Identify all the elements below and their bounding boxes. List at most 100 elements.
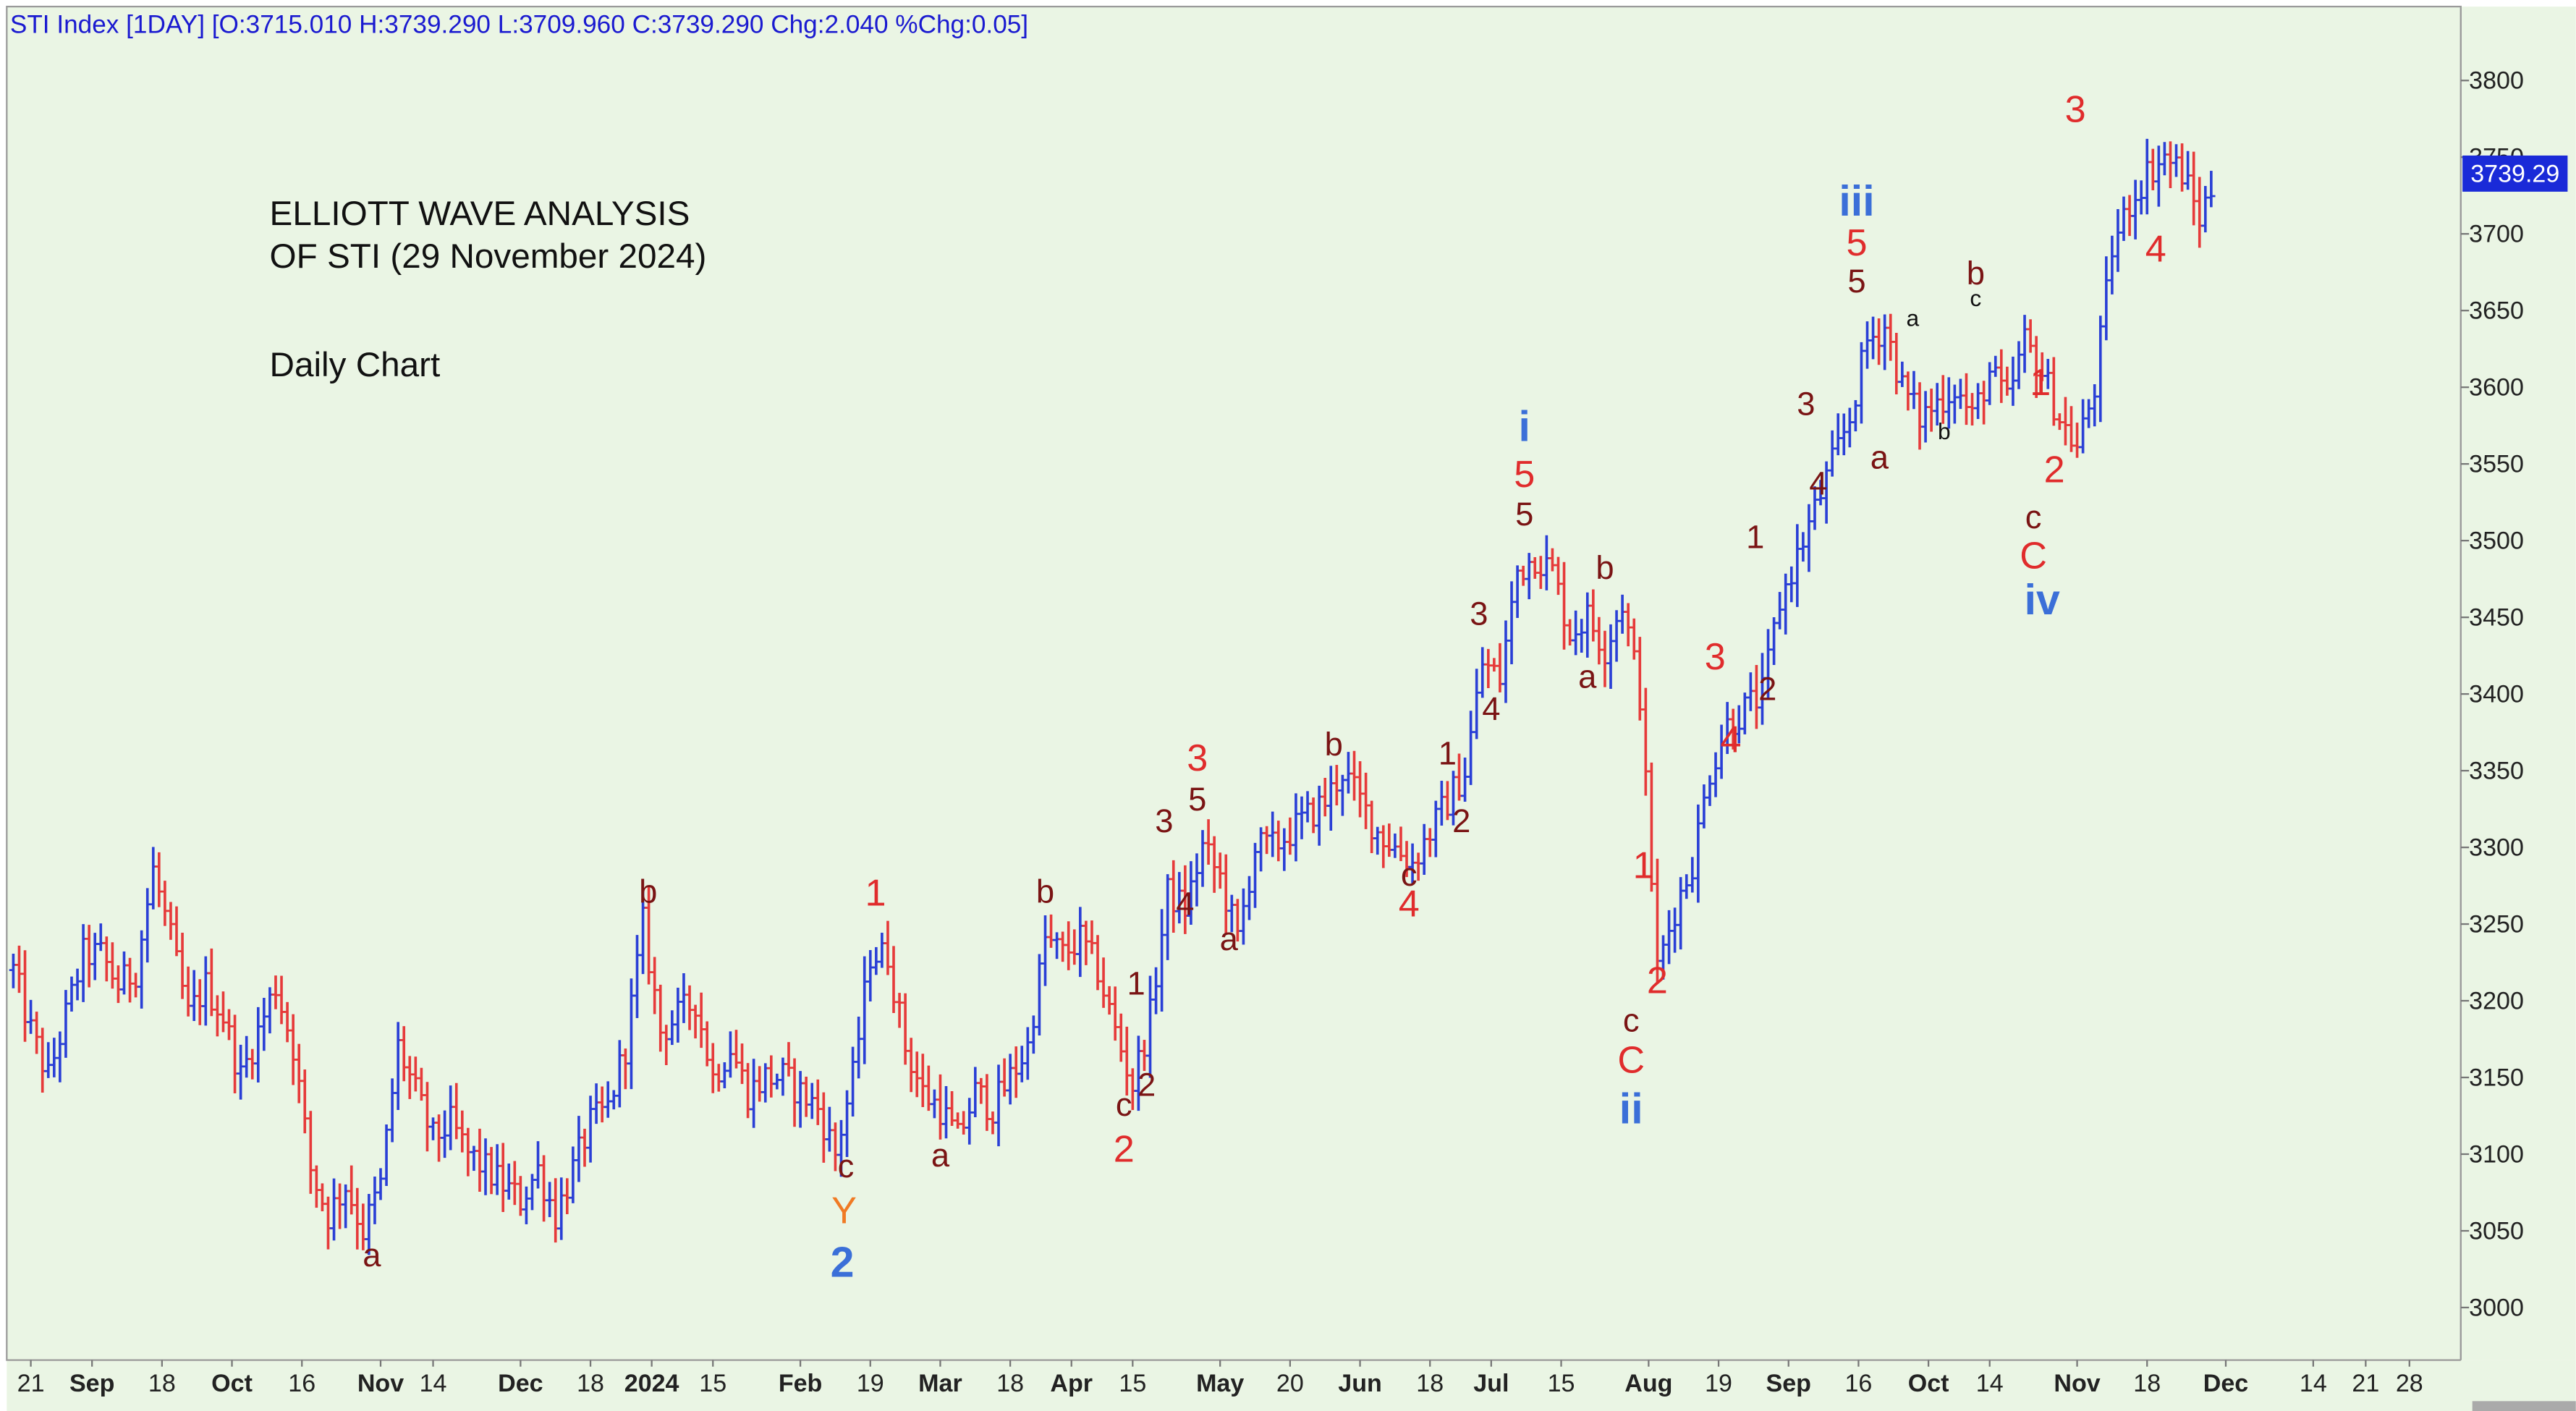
wave-label: b xyxy=(639,873,657,910)
wave-label: c xyxy=(2025,499,2042,535)
wave-label: a xyxy=(1220,920,1239,957)
wave-label: c xyxy=(1116,1086,1132,1123)
date-tick-label: Jul xyxy=(1473,1370,1509,1397)
wave-label: 2 xyxy=(1758,671,1776,708)
wave-label: 3 xyxy=(1797,385,1815,422)
date-axis-ticks: 21 Sep 18 Oct 16 Nov 14 Dec 18 2024 15 Feb 19 Mar 18 Ap… xyxy=(17,1360,2423,1397)
wave-label: b xyxy=(1325,726,1343,763)
price-tick-label: 3350 xyxy=(2469,757,2524,784)
date-tick-label: Jun xyxy=(1338,1370,1382,1397)
wave-label: C xyxy=(2020,535,2047,577)
wave-label: iii xyxy=(1839,177,1874,225)
analysis-subtitle: Daily Chart xyxy=(270,346,441,384)
date-tick-label: 15 xyxy=(1548,1370,1575,1397)
last-price-badge-bg xyxy=(2462,155,2568,192)
wave-label: 1 xyxy=(865,873,886,915)
wave-label: b xyxy=(1596,549,1614,586)
wave-label: b xyxy=(1967,255,1985,292)
date-tick-label: 15 xyxy=(1119,1370,1146,1397)
date-tick-label: 19 xyxy=(857,1370,884,1397)
date-tick-label: May xyxy=(1196,1370,1244,1397)
wave-label: Y xyxy=(831,1190,857,1232)
analysis-title-line1: ELLIOTT WAVE ANALYSIS xyxy=(270,195,690,233)
date-tick-label: Dec xyxy=(2203,1370,2248,1397)
date-tick-label: 14 xyxy=(2300,1370,2327,1397)
wave-label: 5 xyxy=(1515,496,1533,533)
date-tick-label: 18 xyxy=(148,1370,176,1397)
date-tick-label: 21 xyxy=(17,1370,45,1397)
date-tick-label: 28 xyxy=(2396,1370,2423,1397)
wave-label: 2 xyxy=(1647,959,1668,1001)
date-tick-label: 21 xyxy=(2352,1370,2379,1397)
date-tick-label: 18 xyxy=(1416,1370,1444,1397)
date-tick-label: 18 xyxy=(2133,1370,2161,1397)
wave-label: 1 xyxy=(1439,735,1457,772)
date-panel xyxy=(7,1360,2576,1411)
date-tick-label: Dec xyxy=(498,1370,543,1397)
wave-labels: ab 1cY2ab1c223435abc41234i55ba12cCii34213… xyxy=(363,88,2166,1286)
plot-area xyxy=(6,5,2462,1361)
price-tick-label: 3450 xyxy=(2469,603,2524,631)
wave-label: c xyxy=(1970,285,1981,311)
price-tick-label: 3550 xyxy=(2469,451,2524,478)
wave-label: a xyxy=(1578,658,1597,695)
date-tick-label: 14 xyxy=(420,1370,447,1397)
price-tick-label: 3400 xyxy=(2469,680,2524,708)
date-tick-label: 19 xyxy=(1705,1370,1732,1397)
wave-label: 4 xyxy=(1399,883,1420,925)
price-tick-label: 3700 xyxy=(2469,221,2524,248)
date-tick-label: 2024 xyxy=(624,1370,679,1397)
wave-label: i xyxy=(1519,402,1530,450)
date-tick-label: Aug xyxy=(1624,1370,1672,1397)
date-tick-label: 16 xyxy=(288,1370,315,1397)
date-tick-label: Nov xyxy=(2054,1370,2100,1397)
wave-label: 3 xyxy=(2065,88,2086,130)
wave-label: 4 xyxy=(1482,690,1500,727)
wave-label: 1 xyxy=(2030,362,2051,404)
date-tick-label: 18 xyxy=(577,1370,604,1397)
wave-label: 2 xyxy=(831,1239,855,1287)
price-tick-label: 3000 xyxy=(2469,1294,2524,1321)
date-tick-label: 14 xyxy=(1976,1370,2004,1397)
date-tick-label: Nov xyxy=(357,1370,404,1397)
chart-header-info: STI Index [1DAY] [O:3715.010 H:3739.290 … xyxy=(10,10,1028,38)
date-tick-label: 16 xyxy=(1844,1370,1872,1397)
date-tick-label: Sep xyxy=(69,1370,114,1397)
price-tick-label: 3200 xyxy=(2469,987,2524,1014)
wave-label: 5 xyxy=(1514,454,1535,496)
wave-label: 4 xyxy=(2145,228,2166,270)
wave-label: 3 xyxy=(1705,636,1726,678)
scrollbar-thumb[interactable] xyxy=(2472,1401,2576,1411)
last-price-value: 3739.29 xyxy=(2470,160,2559,187)
wave-label: b xyxy=(1938,418,1951,444)
wave-label: c xyxy=(1623,1001,1640,1038)
axis-panel xyxy=(2460,7,2576,1360)
price-tick-label: 3150 xyxy=(2469,1064,2524,1091)
analysis-title-line2: OF STI (29 November 2024) xyxy=(270,237,707,276)
wave-label: c xyxy=(1401,856,1418,893)
wave-label: b xyxy=(1036,873,1054,910)
wave-label: 1 xyxy=(1633,844,1654,886)
wave-label: a xyxy=(1907,305,1920,331)
wave-label: 5 xyxy=(1188,781,1206,818)
price-tick-label: 3100 xyxy=(2469,1140,2524,1168)
date-tick-label: Sep xyxy=(1766,1370,1811,1397)
price-axis-ticks: 3000 3050 3100 3150 3200 3250 3300 3350 3400 3450… xyxy=(2460,67,2524,1321)
date-tick-label: 18 xyxy=(996,1370,1024,1397)
wave-label: iv xyxy=(2025,576,2060,624)
wave-label: 2 xyxy=(1114,1129,1135,1171)
wave-label: 2 xyxy=(2044,449,2065,491)
wave-label: 3 xyxy=(1187,737,1208,779)
price-tick-label: 3650 xyxy=(2469,297,2524,325)
wave-label: 5 xyxy=(1847,263,1865,300)
date-tick-label: Oct xyxy=(1908,1370,1949,1397)
price-bars xyxy=(9,138,2216,1255)
wave-label: a xyxy=(363,1237,381,1274)
wave-label: 2 xyxy=(1452,802,1470,839)
wave-label: 4 xyxy=(1176,885,1194,922)
date-tick-label: Oct xyxy=(211,1370,253,1397)
date-tick-label: Mar xyxy=(918,1370,962,1397)
last-price-badge: 3739.29 xyxy=(2462,155,2568,192)
